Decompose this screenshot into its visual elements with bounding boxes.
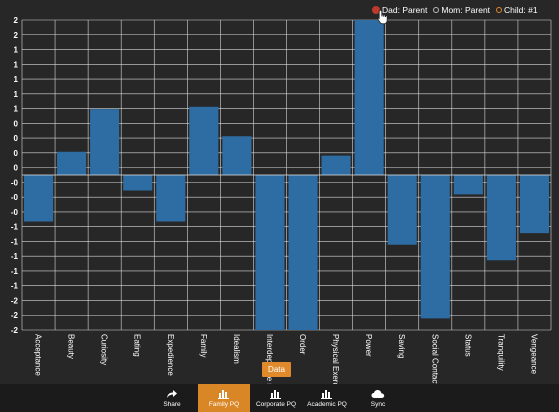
y-tick-label: -1 — [11, 282, 19, 291]
hand-cursor-icon — [377, 9, 388, 25]
y-tick-label: 0 — [14, 164, 19, 173]
bottom-nav-bar: Share Family PQ Corporate PQ Academic PQ… — [0, 384, 559, 412]
x-tick-label: Idealism — [232, 334, 241, 364]
legend-item-dad[interactable]: Dad: Parent — [372, 5, 427, 15]
radio-selected-icon — [372, 6, 380, 14]
y-tick-label: 1 — [14, 46, 19, 55]
y-tick-label: -0 — [11, 193, 19, 202]
x-tick-label: Curiosity — [100, 334, 109, 365]
y-tick-label: 1 — [14, 75, 19, 84]
sync-label: Sync — [370, 401, 386, 408]
bar[interactable] — [57, 151, 87, 175]
y-tick-label: -1 — [11, 237, 19, 246]
bar[interactable] — [420, 175, 450, 319]
y-tick-label: -1 — [11, 267, 19, 276]
bar[interactable] — [156, 175, 186, 222]
bar-chart: 2 2 1 1 1 1 1 0 0 0 0 -0 -0 -0 -1 -1 -1 -1 -1 -2 -2 -2 Accept… — [11, 16, 552, 384]
y-tick-label: -2 — [11, 296, 19, 305]
share-button[interactable]: Share — [151, 384, 193, 412]
x-tick-label: Vengeance — [529, 334, 538, 375]
bar-chart-icon — [270, 388, 282, 399]
academic-pq-tab[interactable]: Academic PQ — [303, 384, 351, 412]
y-tick-label: 0 — [14, 134, 19, 143]
x-tick-label: Tranquility — [496, 334, 505, 371]
y-tick-label: 1 — [14, 90, 19, 99]
x-tick-label: Saving — [397, 334, 406, 358]
bar[interactable] — [453, 175, 483, 195]
legend-label-child: Child: #1 — [504, 5, 538, 15]
x-tick-label: Acceptance — [34, 334, 43, 376]
bar[interactable] — [189, 106, 219, 175]
x-tick-label: Eating — [133, 334, 142, 357]
bar[interactable] — [288, 175, 318, 330]
legend: Dad: Parent Mom: Parent Child: #1 — [372, 5, 538, 15]
bar-chart-icon — [218, 388, 230, 399]
y-tick-label: 2 — [14, 16, 19, 25]
x-tick-label: Family — [199, 334, 208, 358]
bars-layer — [23, 20, 550, 330]
x-tick-label: Physical Exerci — [331, 334, 340, 384]
family-pq-label: Family PQ — [208, 401, 240, 408]
y-tick-label: -1 — [11, 223, 19, 232]
bar[interactable] — [486, 175, 516, 261]
x-tick-label: Status — [463, 334, 472, 357]
radio-empty-icon — [433, 7, 440, 13]
bar[interactable] — [90, 109, 120, 175]
family-pq-tab[interactable]: Family PQ — [198, 384, 250, 412]
x-tick-label: Power — [364, 334, 373, 357]
y-tick-label: -1 — [11, 252, 19, 261]
grid-layer — [21, 19, 552, 331]
legend-item-mom[interactable]: Mom: Parent — [433, 5, 490, 15]
corporate-pq-label: Corporate PQ — [255, 401, 297, 408]
legend-label-mom: Mom: Parent — [441, 5, 491, 15]
x-tick-label: Expedience — [166, 334, 175, 376]
y-tick-label: -0 — [11, 178, 19, 187]
x-tick-label: Order — [298, 334, 307, 355]
bar[interactable] — [519, 175, 550, 234]
bar[interactable] — [354, 20, 384, 175]
sync-button[interactable]: Sync — [360, 384, 396, 412]
y-tick-label: -2 — [11, 311, 19, 320]
radio-orange-icon — [496, 7, 503, 13]
bar[interactable] — [387, 175, 417, 245]
share-label: Share — [163, 401, 181, 408]
x-tick-label: Interdepende nc — [265, 334, 274, 384]
cloud-icon — [371, 388, 385, 399]
y-tick-label: 0 — [14, 149, 19, 158]
share-icon — [166, 388, 178, 399]
data-tab-button[interactable]: Data — [262, 362, 291, 377]
legend-label-dad: Dad: Parent — [382, 5, 428, 15]
axis-layer: 2 2 1 1 1 1 1 0 0 0 0 -0 -0 -0 -1 -1 -1 -1 -1 -2 -2 -2 — [11, 16, 551, 335]
y-tick-label: 1 — [14, 60, 19, 69]
y-tick-label: -0 — [11, 208, 19, 217]
x-tick-label: Social Contact — [430, 334, 439, 384]
y-tick-label: 2 — [14, 31, 19, 40]
bar[interactable] — [255, 175, 285, 330]
bar[interactable] — [123, 175, 153, 191]
y-tick-label: 0 — [14, 119, 19, 128]
bar[interactable] — [222, 136, 252, 175]
corporate-pq-tab[interactable]: Corporate PQ — [251, 384, 301, 412]
y-tick-label: 1 — [14, 105, 19, 114]
academic-pq-label: Academic PQ — [307, 401, 347, 408]
y-tick-label: -2 — [11, 326, 19, 335]
legend-item-child[interactable]: Child: #1 — [496, 5, 538, 15]
x-tick-label: Beauty — [67, 334, 76, 359]
x-labels-layer: Acceptance Beauty Curiosity Eating Expedienc… — [34, 334, 539, 384]
bar-chart-icon — [321, 388, 333, 399]
bar[interactable] — [321, 155, 351, 175]
bar[interactable] — [23, 175, 54, 222]
